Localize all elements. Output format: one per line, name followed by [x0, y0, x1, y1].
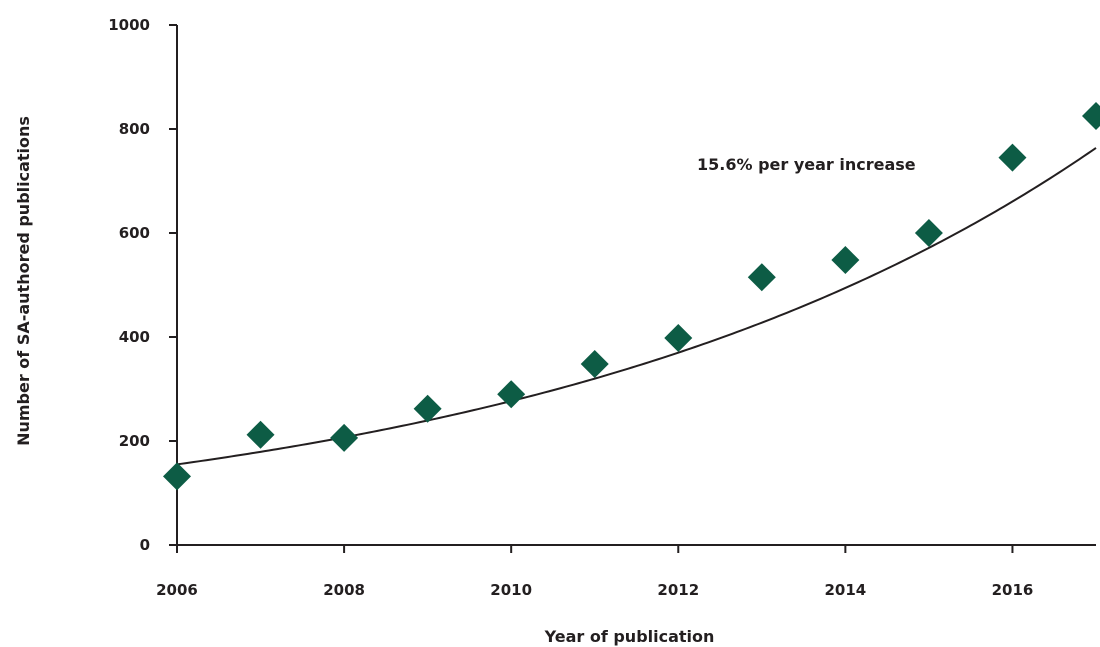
x-tick-label: 2014	[824, 581, 866, 599]
data-point	[497, 380, 526, 409]
y-axis-title: Number of SA-authored publications	[14, 116, 33, 446]
data-point	[413, 394, 442, 423]
data-point	[998, 143, 1027, 172]
data-point	[163, 462, 191, 491]
y-tick-label: 800	[119, 120, 150, 138]
data-point	[664, 324, 693, 353]
trend-annotation: 15.6% per year increase	[697, 155, 916, 174]
y-tick-label: 200	[119, 432, 150, 450]
data-point	[914, 219, 943, 247]
data-point	[246, 420, 275, 449]
y-tick-label: 0	[140, 536, 150, 554]
x-tick-label: 2012	[657, 581, 699, 599]
data-point	[747, 263, 776, 292]
data-point	[330, 423, 359, 452]
x-tick-label: 2016	[992, 581, 1034, 599]
trend-line	[176, 147, 1097, 466]
y-tick-label: 1000	[108, 16, 150, 34]
data-point	[831, 246, 860, 275]
y-tick-label: 400	[119, 328, 150, 346]
x-axis: 2006 2008 2010 2012 2014 2016	[156, 544, 1096, 599]
data-point	[580, 350, 609, 379]
x-tick-label: 2006	[156, 581, 198, 599]
y-tick-label: 600	[119, 224, 150, 242]
y-axis: 0 200 400 600 800 1000	[108, 16, 178, 554]
x-tick-label: 2008	[323, 581, 365, 599]
data-point	[1082, 102, 1100, 130]
x-tick-label: 2010	[490, 581, 532, 599]
data-points	[163, 102, 1100, 491]
x-axis-title: Year of publication	[544, 627, 715, 646]
